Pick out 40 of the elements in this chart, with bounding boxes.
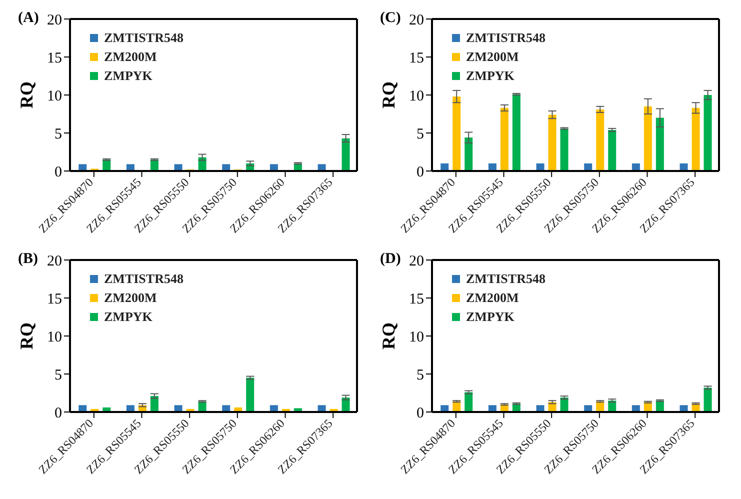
- y-tick-label: 0: [416, 164, 424, 180]
- legend-label: ZMPYK: [466, 308, 514, 326]
- legend-label: ZMPYK: [104, 67, 152, 85]
- legend-label: ZM200M: [466, 48, 519, 66]
- y-tick-label: 10: [409, 88, 424, 104]
- y-axis-title: RQ: [16, 82, 36, 108]
- y-tick-label: 15: [409, 50, 424, 66]
- y-tick-label: 15: [47, 291, 62, 308]
- legend-label: ZMPYK: [104, 308, 152, 326]
- y-tick-label: 10: [47, 88, 62, 104]
- y-tick-label: 10: [47, 329, 62, 346]
- y-tick-label: 0: [54, 405, 62, 422]
- legend-label: ZM200M: [104, 289, 157, 307]
- y-tick-label: 20: [409, 12, 424, 28]
- y-tick-label: 20: [47, 12, 62, 28]
- legend-label: ZMTISTR548: [466, 270, 546, 288]
- legend-label: ZM200M: [104, 48, 157, 66]
- legend-label: ZMTISTR548: [104, 29, 184, 47]
- y-tick-label: 5: [54, 126, 62, 142]
- legend-label: ZMTISTR548: [104, 270, 184, 288]
- y-tick-label: 0: [416, 405, 424, 422]
- y-tick-label: 20: [409, 253, 424, 270]
- legend-label: ZM200M: [466, 289, 519, 307]
- y-axis-title: RQ: [378, 322, 398, 350]
- y-axis-title: RQ: [16, 322, 36, 350]
- y-tick-label: 0: [54, 164, 62, 180]
- chart-title: (B): [18, 251, 38, 268]
- y-tick-label: 5: [416, 126, 424, 142]
- legend-label: ZMPYK: [466, 67, 514, 85]
- y-tick-label: 5: [54, 367, 62, 384]
- chart-title: (D): [380, 251, 401, 268]
- legend-label: ZMTISTR548: [466, 29, 546, 47]
- y-tick-label: 20: [47, 253, 62, 270]
- chart-title: (A): [18, 10, 39, 27]
- y-tick-label: 15: [47, 50, 62, 66]
- y-axis-title: RQ: [378, 82, 398, 108]
- y-tick-label: 15: [409, 291, 424, 308]
- y-tick-label: 10: [409, 329, 424, 346]
- y-tick-label: 5: [416, 367, 424, 384]
- chart-title: (C): [380, 10, 401, 27]
